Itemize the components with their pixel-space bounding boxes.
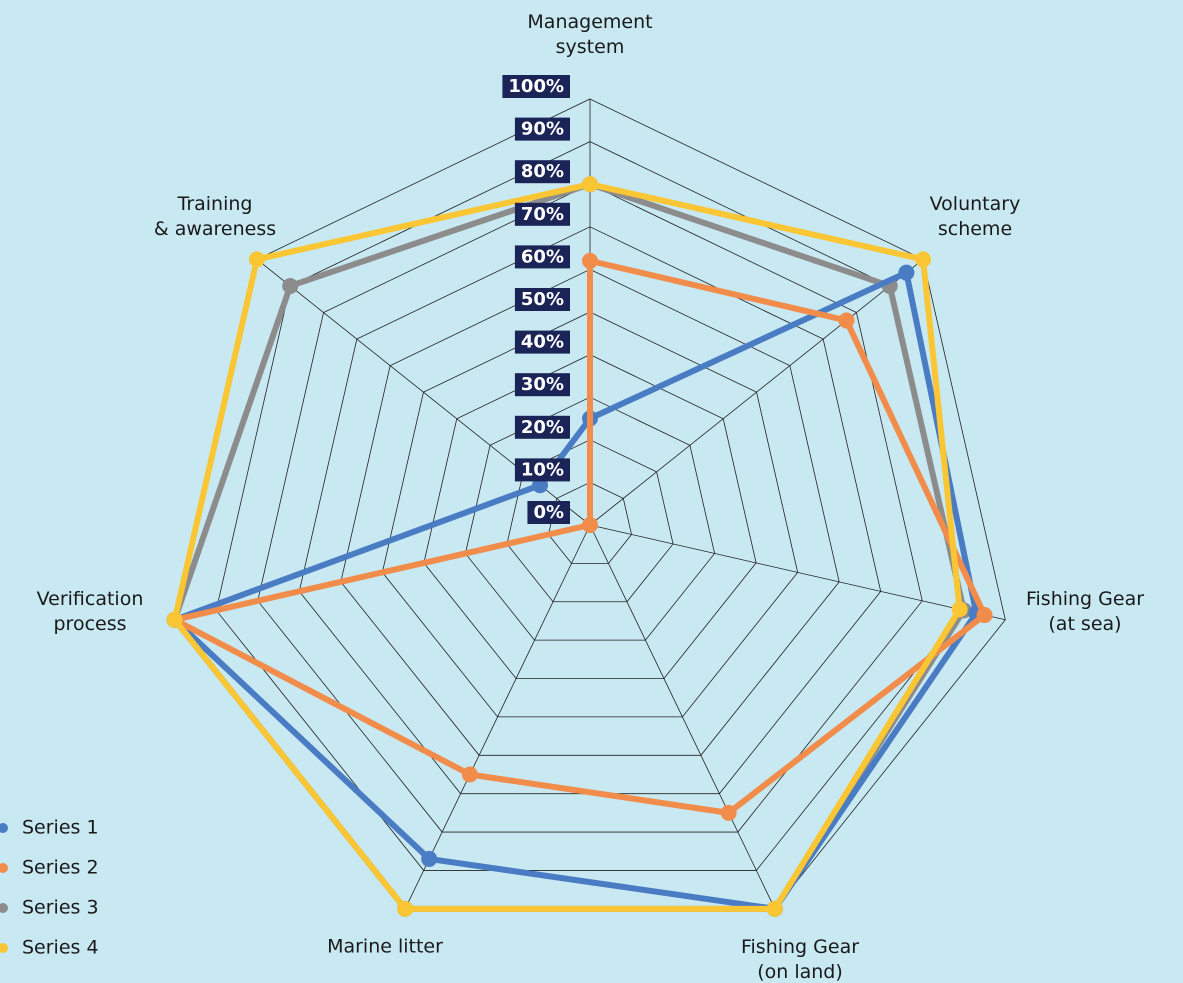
data-point	[582, 517, 598, 533]
tick-label: 10%	[521, 459, 564, 480]
category-label: scheme	[938, 218, 1012, 240]
category-label: (on land)	[757, 961, 843, 983]
spoke	[589, 524, 776, 909]
legend-label: Series 2	[22, 857, 99, 879]
data-point	[720, 804, 737, 821]
grid-ring	[506, 439, 674, 603]
spoke	[589, 524, 1006, 621]
tick-label: 0%	[533, 502, 564, 523]
data-point	[976, 607, 993, 624]
grid-ring	[464, 396, 716, 641]
category-label: Marine litter	[327, 936, 443, 958]
data-point	[951, 601, 968, 618]
grid-ring	[423, 354, 757, 679]
tick-label: 100%	[508, 76, 564, 97]
tick-label-box	[514, 245, 570, 269]
spoke	[404, 524, 591, 909]
tick-label: 60%	[521, 246, 564, 267]
category-label: system	[556, 36, 625, 58]
data-point	[582, 252, 598, 269]
data-point	[898, 264, 915, 281]
category-label: & awareness	[154, 218, 276, 240]
series-line	[171, 257, 988, 816]
data-point	[248, 251, 265, 268]
category-label: Verification	[37, 588, 144, 610]
tick-label-box	[502, 75, 570, 98]
category-label: Training	[177, 193, 253, 215]
tick-label-box	[514, 117, 570, 141]
legend-label: Series 1	[22, 817, 99, 839]
legend-label: Series 4	[22, 937, 99, 959]
category-label: process	[53, 613, 126, 635]
tick-label: 70%	[521, 204, 564, 225]
tick-label: 50%	[521, 289, 564, 310]
data-point	[166, 611, 183, 628]
legend-marker	[0, 823, 8, 833]
legend-marker	[0, 903, 8, 913]
tick-label-box	[514, 202, 570, 226]
tick-label: 90%	[521, 119, 564, 140]
tick-label-box	[514, 330, 570, 354]
category-label: Management	[527, 11, 652, 33]
tick-label: 40%	[521, 332, 564, 353]
tick-label-box	[514, 160, 570, 184]
tick-label-box	[514, 373, 570, 397]
legend-marker	[0, 863, 8, 873]
data-point	[397, 900, 414, 917]
legend-marker	[0, 943, 8, 953]
legend-label: Series 3	[22, 897, 99, 919]
data-point	[915, 251, 932, 268]
category-label: Fishing Gear	[1026, 588, 1144, 610]
data-point	[838, 312, 855, 329]
data-point	[461, 766, 478, 783]
category-label: Fishing Gear	[741, 936, 859, 958]
series-line	[171, 269, 980, 912]
grid-ring	[340, 268, 840, 756]
data-point	[421, 850, 438, 867]
tick-label: 80%	[521, 161, 564, 182]
category-label: (at sea)	[1048, 613, 1121, 635]
category-label: Voluntary	[930, 193, 1021, 215]
grid-ring	[381, 311, 799, 718]
series-line	[171, 181, 963, 912]
data-point	[282, 277, 299, 294]
tick-label: 20%	[521, 417, 564, 438]
tick-label-box	[514, 288, 570, 311]
tick-label-box	[514, 415, 570, 439]
tick-label: 30%	[521, 374, 564, 395]
data-point	[582, 176, 598, 193]
spoke	[589, 259, 924, 526]
data-point	[766, 900, 783, 917]
tick-label-box	[514, 458, 570, 482]
tick-label-box	[527, 501, 570, 524]
